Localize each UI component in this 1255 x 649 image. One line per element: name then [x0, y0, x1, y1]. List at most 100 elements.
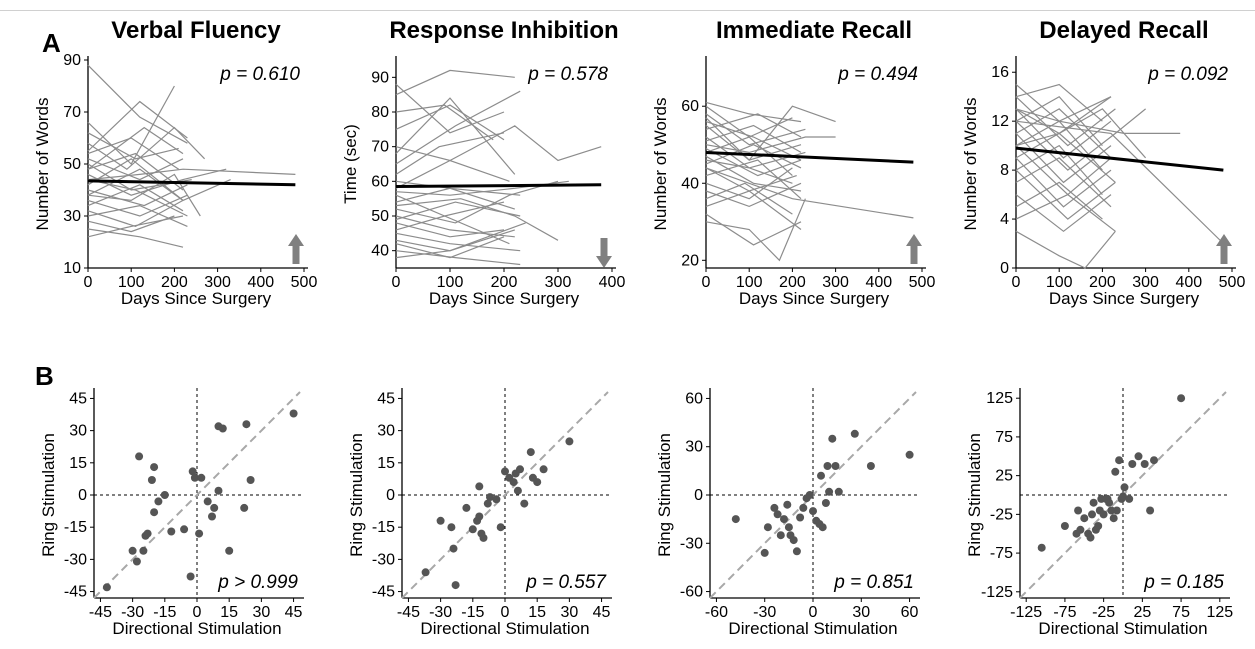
data-point — [225, 546, 234, 555]
data-point — [831, 462, 840, 470]
subject-line — [705, 105, 836, 161]
data-point — [135, 452, 144, 461]
data-point — [128, 546, 137, 555]
data-point — [203, 497, 212, 506]
chart-4: Delayed Recall 0 100 200 300 400 500 0 4 8 12 16 Day… — [961, 17, 1245, 308]
subject-line — [1015, 96, 1116, 147]
y-tick-label: 50 — [371, 208, 389, 225]
subject-line — [1015, 108, 1112, 159]
data-point — [520, 499, 529, 508]
arrow-up-icon — [906, 234, 922, 264]
x-tick-label: 0 — [193, 604, 202, 621]
arrow-down-icon — [596, 238, 612, 268]
panel-letter-b: B — [35, 361, 54, 391]
data-point — [468, 525, 477, 534]
data-point — [483, 499, 492, 508]
subject-line — [395, 236, 505, 259]
x-tick-label: 500 — [1219, 274, 1246, 291]
data-point — [533, 478, 542, 487]
data-point — [154, 497, 163, 506]
data-point — [449, 544, 458, 553]
chart-8: -125 -75 -25 25 75 125-125-75-252575125Direct… — [965, 388, 1233, 638]
y-tick-label: 60 — [685, 390, 703, 407]
data-point — [789, 536, 798, 545]
data-point — [1115, 456, 1124, 465]
data-point — [1089, 498, 1098, 507]
data-point — [492, 495, 501, 504]
subject-line — [87, 85, 175, 165]
data-point — [1177, 394, 1186, 403]
y-tick-label: 0 — [1000, 260, 1009, 277]
y-tick-label: -60 — [680, 584, 703, 601]
x-tick-label: 60 — [901, 604, 919, 621]
subject-line — [87, 184, 188, 207]
x-axis-label: Days Since Surgery — [121, 289, 272, 308]
subject-line — [395, 232, 521, 252]
subject-line — [705, 113, 802, 138]
identity-line — [401, 391, 609, 599]
subject-line — [395, 180, 569, 196]
chart-title: Delayed Recall — [1039, 17, 1208, 44]
x-tick-label: 0 — [392, 274, 401, 291]
subject-line — [395, 69, 515, 96]
data-point — [1140, 460, 1149, 468]
subject-line — [87, 199, 184, 228]
x-tick-label: -30 — [429, 604, 452, 621]
y-tick-label: 90 — [371, 69, 389, 86]
subject-line — [1015, 157, 1112, 208]
y-tick-label: -125 — [981, 584, 1013, 601]
data-point — [784, 523, 793, 532]
y-tick-label: 20 — [681, 252, 699, 269]
trend-line — [395, 183, 602, 189]
y-tick-label: -45 — [372, 584, 395, 601]
y-tick-label: -25 — [990, 506, 1013, 523]
subject-line — [705, 121, 802, 161]
top-rule — [0, 10, 1255, 11]
x-tick-label: 400 — [865, 274, 892, 291]
data-point — [776, 531, 785, 540]
x-tick-label: 200 — [1089, 274, 1116, 291]
data-point — [805, 491, 814, 499]
subject-line — [87, 158, 184, 201]
data-point — [828, 434, 837, 443]
data-point — [242, 420, 251, 429]
y-tick-label: 90 — [63, 52, 81, 69]
chart-3: Immediate Recall 0 100 200 300 400 500 20 40 60 Da… — [651, 17, 935, 308]
subject-line — [87, 179, 188, 217]
p-value-label: p = 0.494 — [837, 64, 918, 85]
y-tick-label: 4 — [1000, 211, 1009, 228]
subject-line — [1015, 108, 1181, 134]
y-axis-label: Ring Stimulation — [347, 433, 366, 557]
data-point — [509, 478, 518, 487]
subject-line — [705, 136, 793, 177]
data-point — [809, 507, 817, 516]
subject-line — [705, 144, 802, 169]
data-point — [731, 515, 740, 524]
data-point — [1105, 498, 1114, 507]
identity-line — [93, 391, 301, 599]
subject-line — [87, 168, 296, 181]
subject-line — [395, 215, 510, 245]
x-tick-label: 45 — [593, 604, 611, 621]
subject-line — [1015, 108, 1112, 159]
data-point — [1134, 452, 1143, 461]
y-tick-label: 0 — [78, 487, 87, 504]
subject-line — [87, 194, 188, 217]
y-tick-label: 75 — [995, 429, 1013, 446]
x-tick-label: -125 — [1010, 604, 1042, 621]
y-tick-label: -45 — [64, 584, 87, 601]
data-point — [1076, 525, 1085, 534]
x-tick-label: 500 — [291, 274, 318, 291]
data-point — [796, 513, 805, 522]
data-point — [1125, 494, 1134, 503]
subject-line — [395, 159, 510, 189]
subject-line — [395, 222, 526, 259]
y-tick-label: 16 — [991, 64, 1009, 81]
p-value-label: p > 0.999 — [217, 572, 298, 593]
data-point — [513, 486, 522, 495]
data-point — [1094, 522, 1103, 530]
data-point — [197, 473, 206, 482]
y-tick-label: 60 — [371, 173, 389, 190]
